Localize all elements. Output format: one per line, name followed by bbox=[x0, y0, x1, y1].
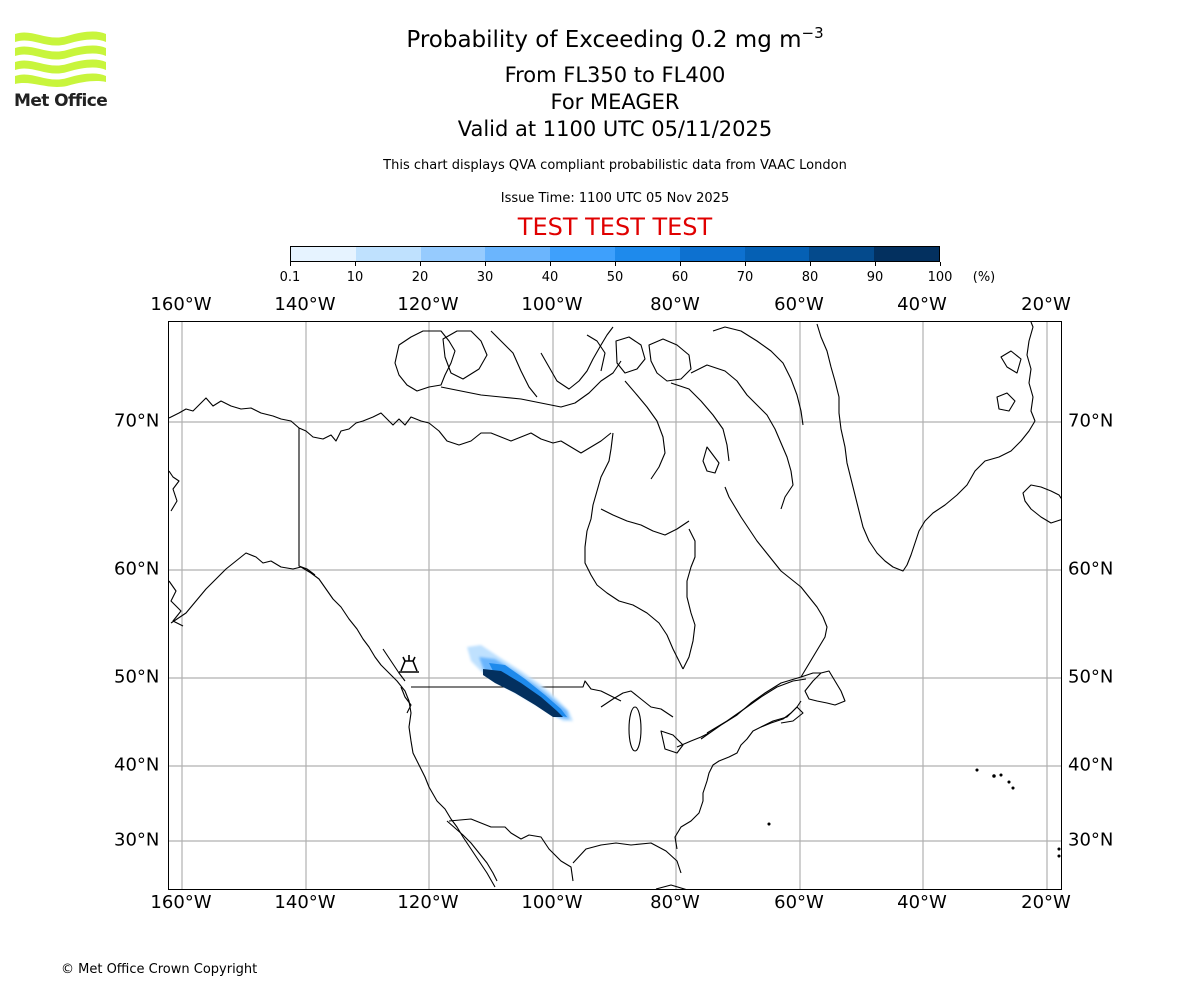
colorbar-segment bbox=[550, 247, 615, 261]
chart-description: This chart displays QVA compliant probab… bbox=[383, 158, 847, 173]
colorbar-segment bbox=[809, 247, 875, 261]
latitude-label: 60°N bbox=[1068, 558, 1114, 580]
longitude-label: 140°W bbox=[274, 892, 336, 913]
graticule-gridlines bbox=[169, 322, 1061, 889]
longitude-label: 100°W bbox=[521, 892, 583, 913]
colorbar-tick-label: 0.1 bbox=[279, 270, 301, 285]
longitude-label: 120°W bbox=[397, 892, 459, 913]
coastlines bbox=[169, 322, 1061, 889]
map-panel bbox=[168, 321, 1062, 890]
latitude-label: 60°N bbox=[114, 558, 160, 580]
ash-plume-probability bbox=[467, 645, 573, 721]
colorbar-segment bbox=[614, 247, 680, 261]
level-range: From FL350 to FL400 bbox=[504, 63, 726, 87]
colorbar-segment bbox=[874, 247, 939, 261]
colorbar-tick bbox=[745, 262, 746, 266]
colorbar-segment bbox=[679, 247, 745, 261]
latitude-label: 50°N bbox=[1068, 666, 1114, 688]
colorbar-tick bbox=[290, 262, 291, 266]
colorbar-tick-label: 80 bbox=[801, 270, 819, 285]
colorbar-tick-label: 50 bbox=[606, 270, 624, 285]
test-banner: TEST TEST TEST bbox=[517, 213, 713, 241]
met-office-logo-text: Met Office bbox=[14, 91, 108, 111]
longitude-label: 40°W bbox=[897, 294, 947, 315]
map-canvas bbox=[169, 322, 1061, 889]
colorbar-unit: (%) bbox=[972, 270, 996, 285]
colorbar-segment bbox=[744, 247, 810, 261]
colorbar-tick bbox=[485, 262, 486, 266]
colorbar-tick-label: 100 bbox=[927, 270, 953, 285]
colorbar-tick bbox=[875, 262, 876, 266]
colorbar-tick bbox=[615, 262, 616, 266]
colorbar-tick bbox=[550, 262, 551, 266]
longitude-label: 140°W bbox=[274, 294, 336, 315]
colorbar-tick-label: 90 bbox=[866, 270, 884, 285]
latitude-label: 40°N bbox=[114, 754, 160, 776]
title-main: Probability of Exceeding 0.2 mg m bbox=[406, 27, 802, 53]
latitude-label: 30°N bbox=[1068, 829, 1114, 851]
colorbar-tick bbox=[940, 262, 941, 266]
longitude-label: 160°W bbox=[150, 892, 212, 913]
longitude-label: 60°W bbox=[774, 294, 824, 315]
longitude-label: 160°W bbox=[150, 294, 212, 315]
issue-time: Issue Time: 1100 UTC 05 Nov 2025 bbox=[500, 191, 730, 206]
longitude-label: 120°W bbox=[397, 294, 459, 315]
latitude-label: 70°N bbox=[114, 410, 160, 432]
colorbar-tick bbox=[680, 262, 681, 266]
colorbar-tick-label: 30 bbox=[476, 270, 494, 285]
volcano-name: For MEAGER bbox=[550, 90, 680, 114]
colorbar-segment bbox=[355, 247, 421, 261]
probability-colorbar bbox=[290, 246, 940, 262]
colorbar-segment bbox=[420, 247, 486, 261]
title-unit-exponent: −3 bbox=[801, 24, 824, 42]
colorbar-tick-label: 40 bbox=[541, 270, 559, 285]
chart-title: Probability of Exceeding 0.2 mg m−3 bbox=[0, 24, 1200, 53]
latitude-label: 50°N bbox=[114, 666, 160, 688]
colorbar-tick-label: 70 bbox=[736, 270, 754, 285]
colorbar-tick-label: 20 bbox=[411, 270, 429, 285]
longitude-label: 100°W bbox=[521, 294, 583, 315]
latitude-label: 30°N bbox=[114, 829, 160, 851]
colorbar-tick bbox=[810, 262, 811, 266]
colorbar-tick-label: 10 bbox=[346, 270, 364, 285]
colorbar-tick bbox=[355, 262, 356, 266]
latitude-label: 70°N bbox=[1068, 410, 1114, 432]
colorbar-segment bbox=[485, 247, 551, 261]
colorbar-segment bbox=[291, 247, 356, 261]
latitude-label: 40°N bbox=[1068, 754, 1114, 776]
volcano-icon bbox=[399, 655, 419, 673]
longitude-label: 40°W bbox=[897, 892, 947, 913]
colorbar-tick bbox=[420, 262, 421, 266]
colorbar-tick-label: 60 bbox=[671, 270, 689, 285]
longitude-label: 80°W bbox=[650, 294, 700, 315]
copyright-footer: © Met Office Crown Copyright bbox=[61, 962, 258, 977]
longitude-label: 60°W bbox=[774, 892, 824, 913]
longitude-label: 80°W bbox=[650, 892, 700, 913]
longitude-label: 20°W bbox=[1021, 294, 1071, 315]
valid-time: Valid at 1100 UTC 05/11/2025 bbox=[457, 117, 773, 141]
met-office-logo-icon bbox=[15, 31, 106, 87]
longitude-label: 20°W bbox=[1021, 892, 1071, 913]
